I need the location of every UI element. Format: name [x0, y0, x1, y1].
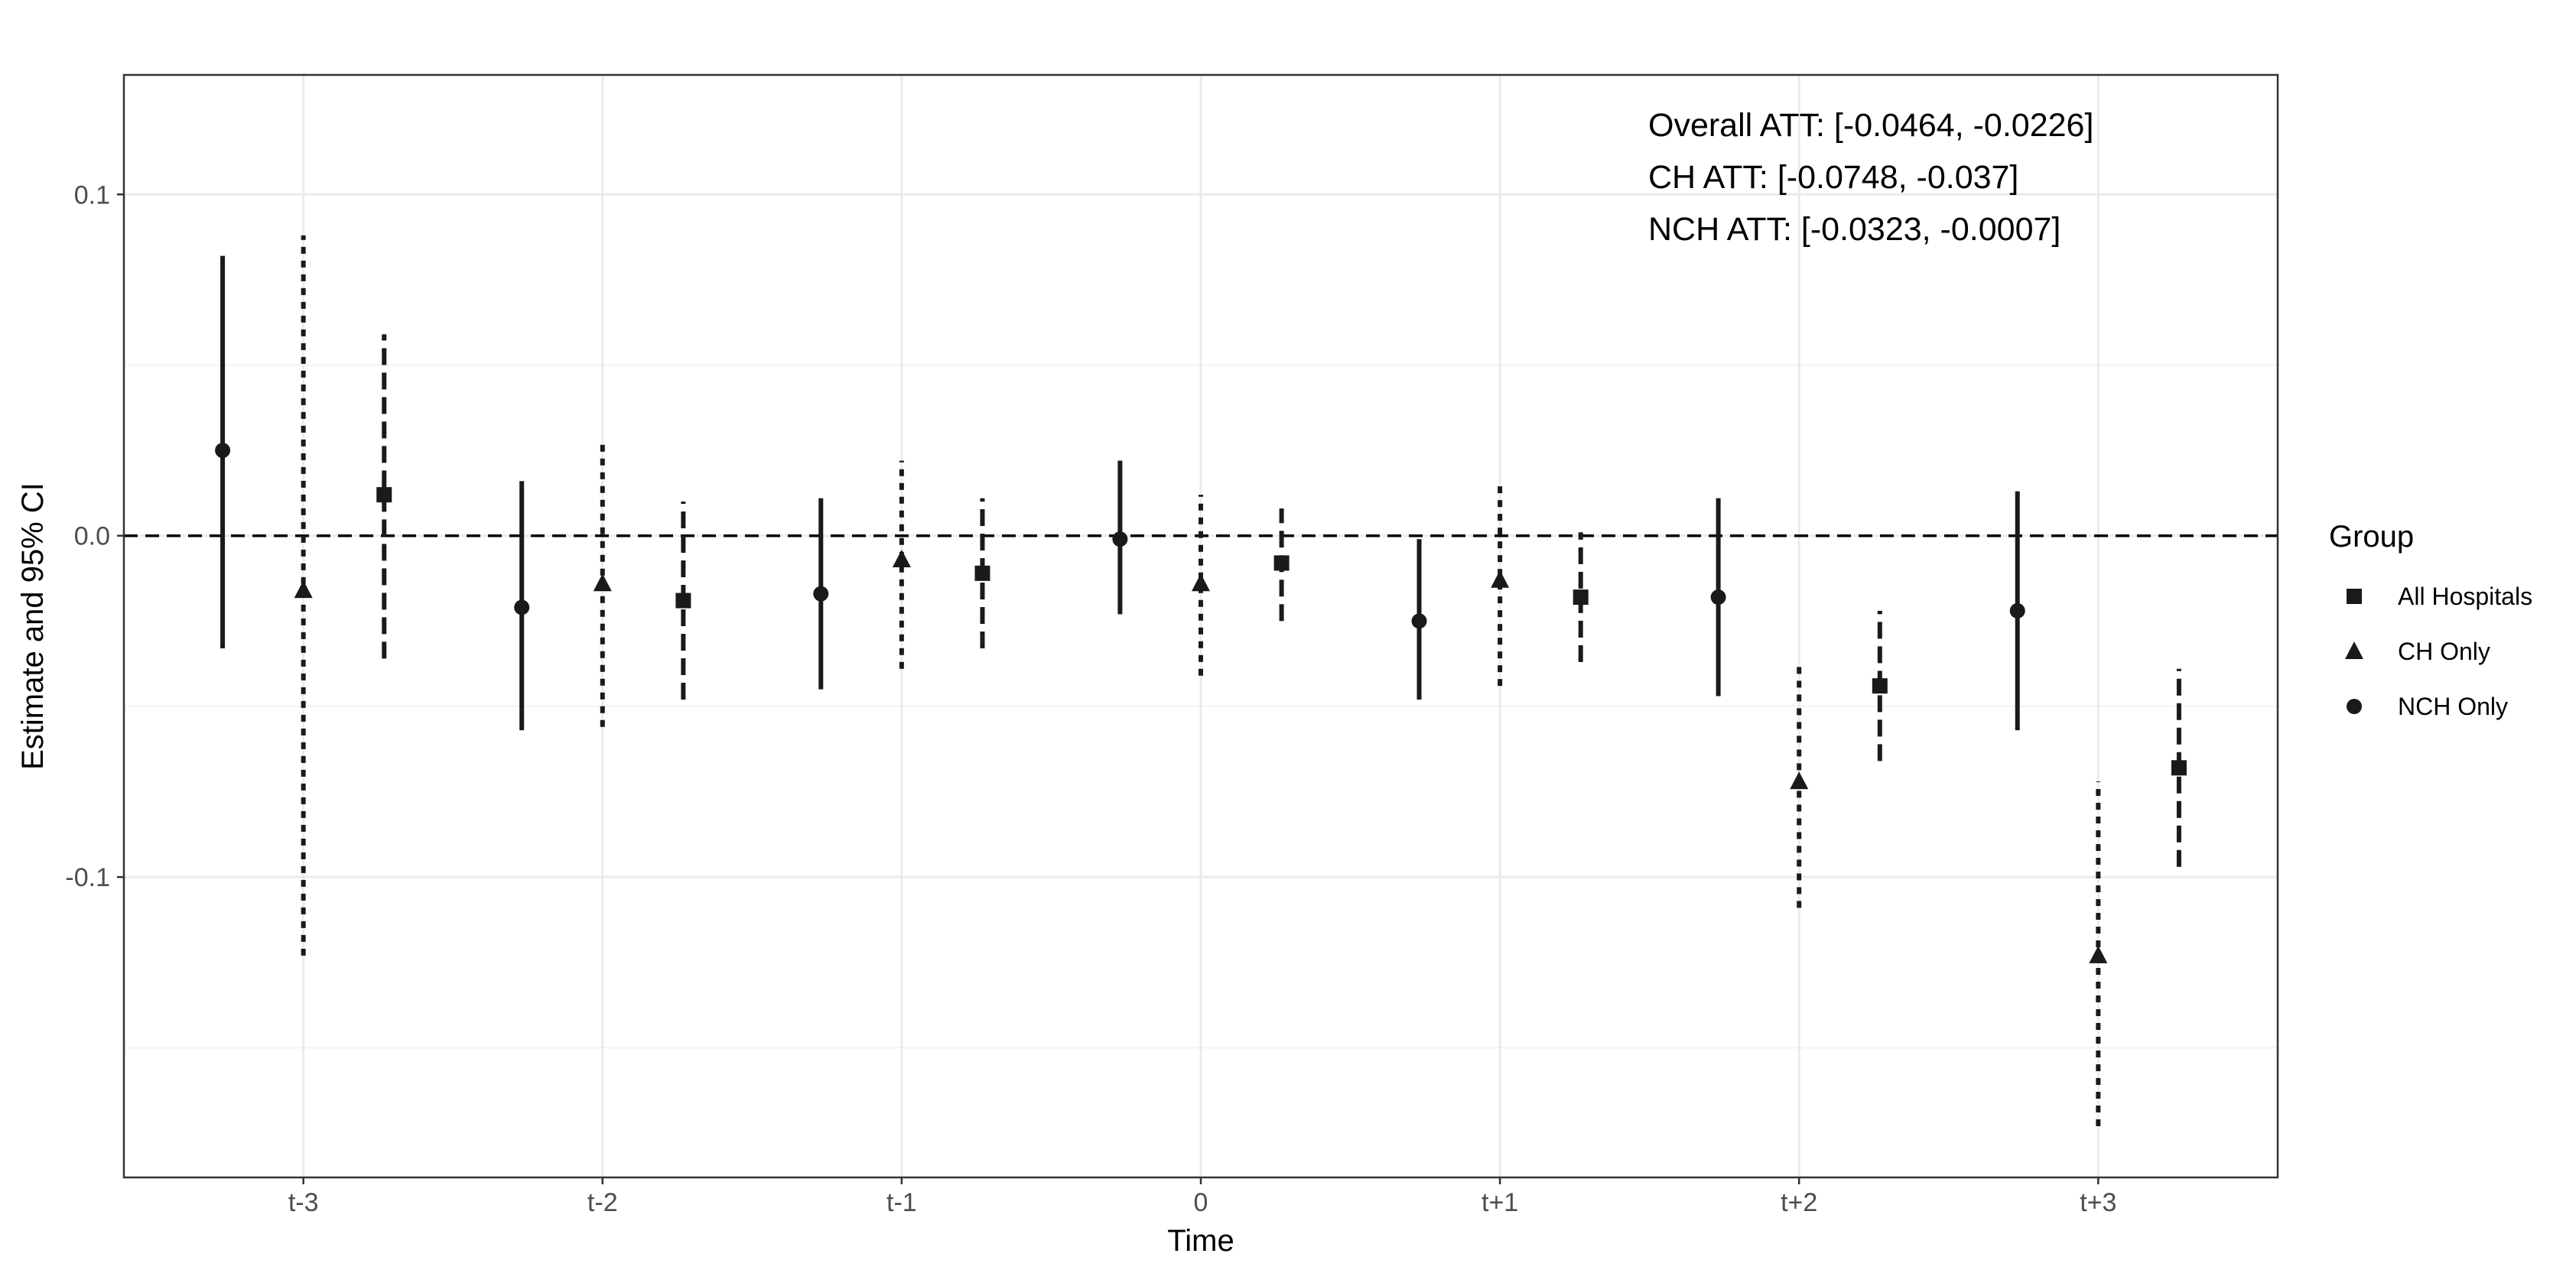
- point-estimate: [675, 593, 691, 609]
- x-tick-label: t-1: [886, 1188, 917, 1217]
- series-ch-only: [294, 235, 2108, 1127]
- y-axis: 0.1 0.0 -0.1: [65, 180, 124, 892]
- legend-item-ch-only: CH Only: [2345, 638, 2490, 665]
- y-axis-title: Estimate and 95% CI: [16, 482, 50, 770]
- y-tick-label: 0.1: [74, 180, 110, 209]
- x-axis-title: Time: [1167, 1224, 1234, 1258]
- legend-key-all-hospitals: [2347, 589, 2362, 604]
- legend-label-all-hospitals: All Hospitals: [2398, 583, 2532, 610]
- legend-label-ch-only: CH Only: [2398, 638, 2490, 665]
- x-tick-label: 0: [1194, 1188, 1208, 1217]
- annotation-ch-att: CH ATT: [-0.0748, -0.037]: [1648, 159, 2018, 196]
- point-estimate: [2171, 760, 2187, 776]
- att-annotations: Overall ATT: [-0.0464, -0.0226] CH ATT: …: [1648, 107, 2093, 248]
- point-estimate: [813, 586, 829, 602]
- legend-item-all-hospitals: All Hospitals: [2347, 583, 2532, 610]
- point-estimate: [1790, 771, 1809, 790]
- point-estimate: [593, 573, 612, 592]
- point-estimate: [1573, 589, 1589, 606]
- point-estimate: [892, 549, 911, 567]
- legend-key-nch-only: [2347, 699, 2362, 714]
- x-axis: t-3 t-2 t-1 0 t+1 t+2 t+3: [288, 1177, 2116, 1217]
- point-estimate: [514, 599, 530, 615]
- point-estimate: [376, 487, 392, 503]
- x-tick-label: t-2: [587, 1188, 618, 1217]
- series-all-hospitals: [376, 334, 2187, 867]
- y-tick-label: -0.1: [65, 863, 110, 892]
- x-tick-label: t-3: [288, 1188, 319, 1217]
- point-estimate: [1710, 589, 1726, 606]
- legend-key-ch-only: [2345, 641, 2363, 659]
- x-tick-label: t+1: [1482, 1188, 1518, 1217]
- point-estimate: [294, 580, 313, 599]
- annotation-nch-att: NCH ATT: [-0.0323, -0.0007]: [1648, 211, 2060, 248]
- point-estimate: [974, 565, 990, 581]
- point-estimate: [1192, 573, 1210, 592]
- y-tick-label: 0.0: [74, 522, 110, 551]
- point-estimate: [215, 443, 231, 459]
- legend-title: Group: [2329, 520, 2414, 554]
- legend-label-nch-only: NCH Only: [2398, 693, 2508, 720]
- point-estimate: [1491, 570, 1510, 588]
- series-nch-only: [215, 255, 2025, 731]
- annotation-overall-att: Overall ATT: [-0.0464, -0.0226]: [1648, 107, 2093, 144]
- legend: Group All Hospitals CH Only NCH Only: [2329, 520, 2532, 720]
- data-marks: [215, 235, 2187, 1127]
- point-estimate: [2009, 602, 2025, 619]
- point-estimate: [1411, 613, 1427, 629]
- legend-item-nch-only: NCH Only: [2347, 693, 2508, 720]
- point-estimate: [2089, 945, 2108, 963]
- point-estimate: [1872, 678, 1888, 694]
- point-estimate: [1273, 555, 1290, 571]
- point-estimate: [1112, 531, 1128, 547]
- x-tick-label: t+2: [1781, 1188, 1817, 1217]
- x-tick-label: t+3: [2080, 1188, 2116, 1217]
